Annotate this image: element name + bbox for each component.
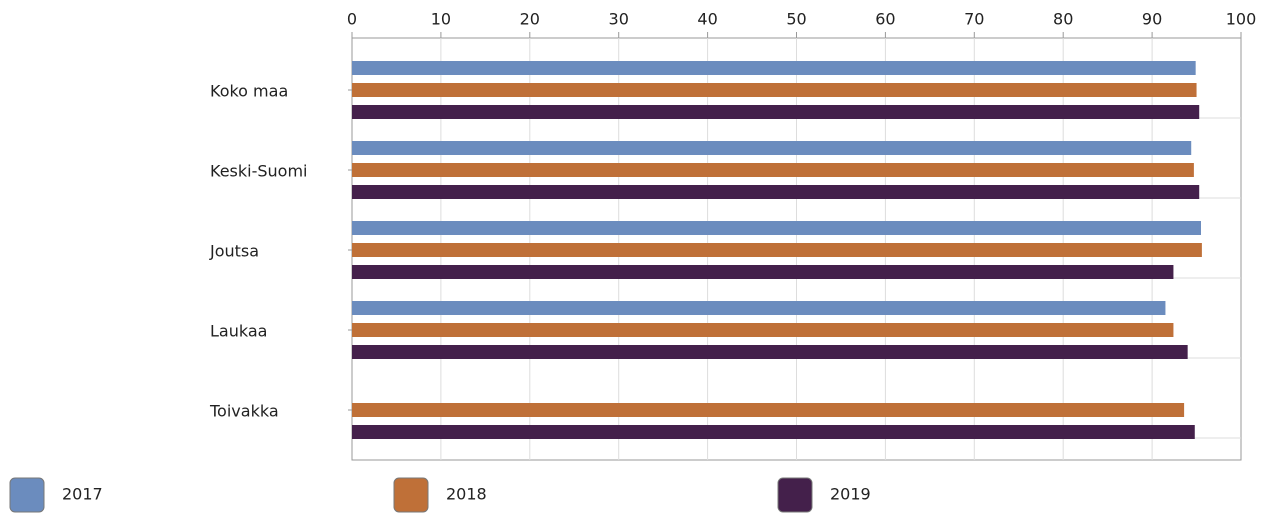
legend-label: 2018	[446, 485, 487, 504]
bar	[352, 403, 1185, 417]
x-tick-label: 60	[875, 10, 895, 29]
x-tick-label: 100	[1226, 10, 1257, 29]
y-tick-label: Keski-Suomi	[210, 162, 307, 181]
y-tick-label: Toivakka	[209, 402, 279, 421]
legend-label: 2019	[830, 485, 871, 504]
x-tick-label: 90	[1142, 10, 1162, 29]
bar	[352, 425, 1195, 439]
x-tick-label: 10	[431, 10, 451, 29]
bar	[352, 163, 1194, 177]
x-tick-label: 40	[697, 10, 717, 29]
x-tick-label: 0	[347, 10, 357, 29]
y-tick-label: Joutsa	[209, 242, 259, 261]
x-tick-label: 50	[786, 10, 806, 29]
bar	[352, 83, 1197, 97]
x-tick-label: 80	[1053, 10, 1073, 29]
legend-swatch	[393, 477, 429, 513]
x-tick-label: 70	[964, 10, 984, 29]
legend-label: 2017	[62, 485, 103, 504]
bar	[352, 185, 1200, 199]
legend-swatch	[777, 477, 813, 513]
y-tick-label: Laukaa	[210, 322, 267, 341]
bar	[352, 265, 1174, 279]
bar	[352, 243, 1202, 257]
bar	[352, 345, 1188, 359]
bar	[352, 301, 1166, 315]
bar	[352, 221, 1201, 235]
x-tick-label: 20	[520, 10, 540, 29]
bar	[352, 61, 1196, 75]
bar	[352, 141, 1192, 155]
bar	[352, 105, 1200, 119]
y-tick-label: Koko maa	[210, 82, 288, 101]
x-tick-label: 30	[609, 10, 629, 29]
legend-swatch	[9, 477, 45, 513]
bar	[352, 323, 1174, 337]
